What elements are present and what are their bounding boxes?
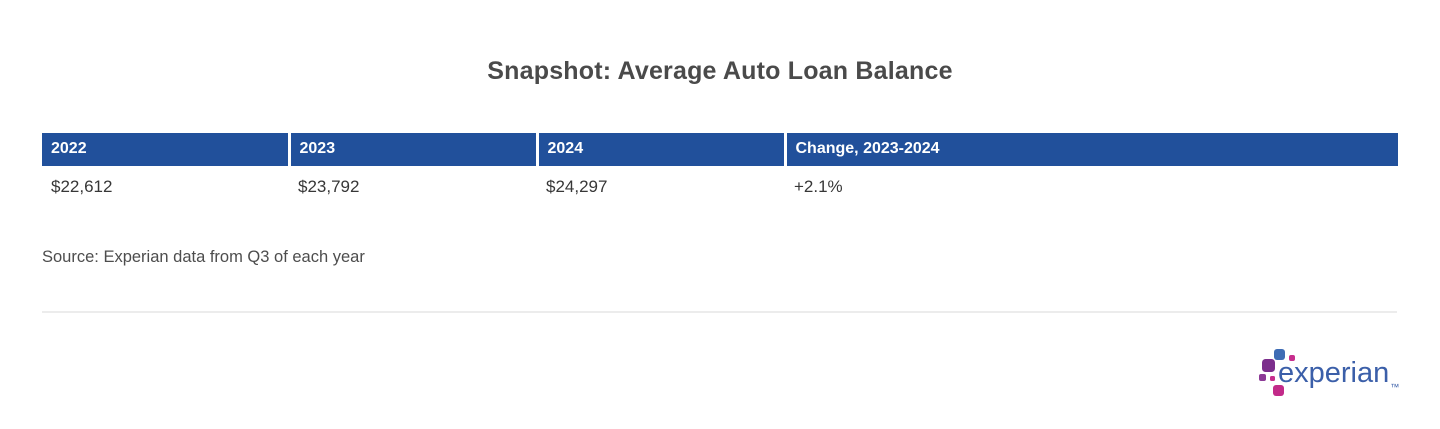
experian-logo-square-magenta-large-icon <box>1273 385 1284 396</box>
experian-logo-square-magenta-tiny-icon <box>1270 376 1275 381</box>
cell-change-2023-2024: +2.1% <box>785 166 1398 217</box>
auto-loan-balance-table: 2022 2023 2024 Change, 2023-2024 $22,612… <box>42 133 1398 217</box>
experian-logo: experian™ <box>1256 342 1404 406</box>
cell-balance-2022: $22,612 <box>42 166 289 217</box>
trademark-symbol: ™ <box>1390 382 1400 392</box>
table-row: $22,612 $23,792 $24,297 +2.1% <box>42 166 1398 217</box>
cell-balance-2023: $23,792 <box>289 166 537 217</box>
column-header-2024: 2024 <box>537 133 787 166</box>
page-title: Snapshot: Average Auto Loan Balance <box>487 57 953 85</box>
column-header-2023: 2023 <box>289 133 539 166</box>
column-header-change: Change, 2023-2024 <box>785 133 1398 166</box>
cell-balance-2024: $24,297 <box>537 166 785 217</box>
source-note: Source: Experian data from Q3 of each ye… <box>42 248 365 266</box>
experian-wordmark: experian™ <box>1278 357 1400 392</box>
divider <box>42 311 1397 313</box>
experian-logo-square-magenta-small-icon <box>1289 355 1295 361</box>
experian-logo-square-blue-icon <box>1274 349 1285 360</box>
experian-logo-square-purple-small-icon <box>1259 374 1266 381</box>
experian-logo-square-purple-large-icon <box>1262 359 1275 372</box>
table-header-row: 2022 2023 2024 Change, 2023-2024 <box>42 133 1398 166</box>
column-header-2022: 2022 <box>42 133 291 166</box>
